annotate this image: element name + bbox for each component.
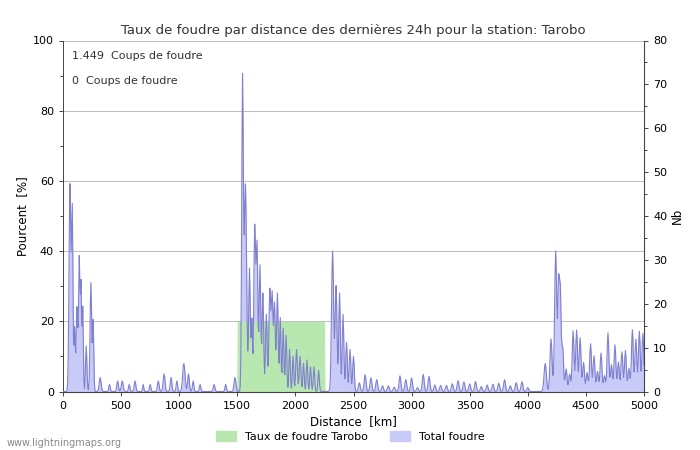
Legend: Taux de foudre Tarobo, Total foudre: Taux de foudre Tarobo, Total foudre [216,432,484,442]
Text: 1.449  Coups de foudre: 1.449 Coups de foudre [71,51,202,61]
Y-axis label: Nb: Nb [671,208,685,224]
Title: Taux de foudre par distance des dernières 24h pour la station: Tarobo: Taux de foudre par distance des dernière… [121,23,586,36]
Text: 0  Coups de foudre: 0 Coups de foudre [71,76,177,86]
X-axis label: Distance  [km]: Distance [km] [310,415,397,428]
Text: www.lightningmaps.org: www.lightningmaps.org [7,438,122,448]
Y-axis label: Pourcent  [%]: Pourcent [%] [16,176,29,256]
